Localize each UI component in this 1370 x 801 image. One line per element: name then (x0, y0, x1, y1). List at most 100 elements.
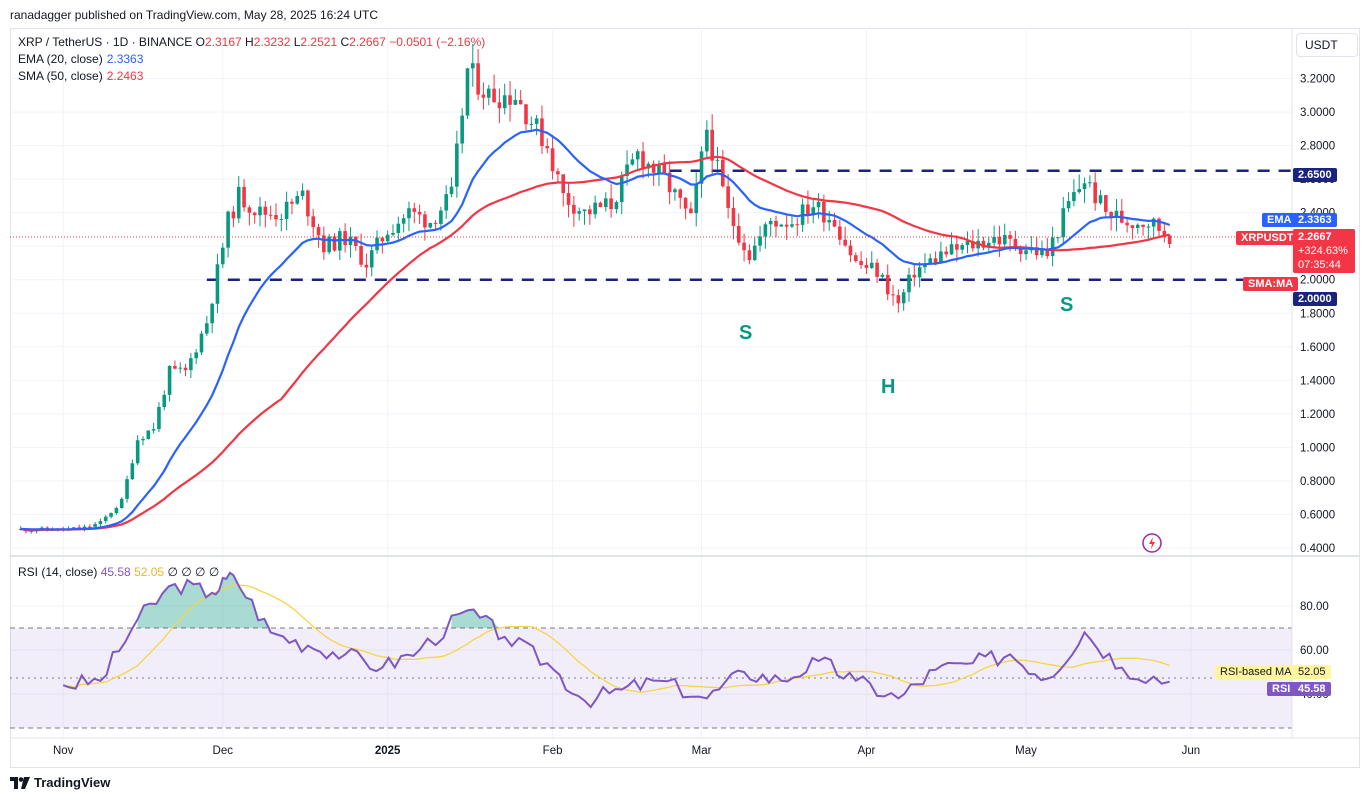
candle-body (141, 439, 145, 441)
candle-body (752, 245, 757, 261)
candle-body (981, 240, 986, 248)
candle-body (545, 146, 550, 149)
candle-body (758, 236, 762, 246)
candle-body (971, 241, 975, 249)
candle-body (1034, 247, 1039, 256)
candle-body (385, 234, 390, 242)
footer-brand[interactable]: TradingView (10, 775, 110, 790)
candle-body (306, 190, 310, 217)
rsi-value-tag: 45.58 (1293, 682, 1331, 696)
candle-body (369, 250, 374, 268)
ema-legend-value: 2.3363 (106, 52, 144, 66)
candle-body (1157, 218, 1161, 231)
rsi-legend[interactable]: RSI (14, close) 45.58 52.05 ∅ ∅ ∅ ∅ (18, 565, 220, 579)
candle-body (439, 210, 443, 224)
time-axis: Nov Dec 2025 Feb Mar Apr May Jun (53, 745, 1200, 757)
candle-body (619, 175, 624, 203)
sma-line (20, 155, 1170, 532)
price-tick: 0.8000 (1300, 476, 1335, 488)
price-axis: 3.20003.00002.80002.60002.40002.20002.00… (1300, 74, 1335, 555)
support-price-tag: 2.0000 (1293, 292, 1337, 306)
price-tick: 2.0000 (1300, 275, 1335, 287)
candle-body (114, 508, 119, 514)
candle-body (928, 258, 933, 264)
candle-body (907, 274, 911, 293)
candle-body (955, 244, 959, 250)
candle-body (1130, 225, 1135, 228)
candle-body (125, 479, 129, 499)
candle-body (231, 211, 236, 219)
candle-body (1077, 189, 1082, 193)
candle-body (742, 242, 746, 251)
candle-body (721, 159, 725, 187)
candle-body (944, 251, 949, 255)
candle-body (316, 227, 321, 236)
candle-body (747, 250, 752, 261)
candle-body (1093, 182, 1097, 204)
tradingview-logo-icon (10, 776, 30, 789)
candle-body (603, 198, 608, 208)
candle-body (705, 129, 709, 152)
candle-body (529, 123, 534, 125)
candle-body (226, 211, 230, 248)
candle-body (401, 218, 406, 224)
candle-body (364, 264, 369, 268)
rsi-tick: 60.00 (1300, 645, 1329, 657)
currency-unit-button[interactable]: USDT (1296, 33, 1358, 57)
candle-body (763, 224, 768, 237)
candle-body (1125, 222, 1129, 226)
candle-body (300, 190, 305, 196)
candle-body (774, 220, 778, 227)
rsi-ma-value-tag: 52.05 (1293, 665, 1331, 679)
candle-body (710, 129, 714, 161)
candle-body (667, 172, 672, 193)
change-value: −0.0501 (−2.16%) (389, 35, 486, 49)
candle-body (470, 63, 475, 69)
candle-body (784, 224, 789, 227)
candle-body (486, 88, 491, 98)
candle-body (1024, 250, 1028, 255)
published-line: ranadagger published on TradingView.com,… (10, 8, 379, 22)
rsi-ma-line (63, 584, 1170, 693)
candle-body (98, 521, 103, 525)
candle-body (423, 214, 427, 228)
candle-body (1066, 201, 1071, 209)
candle-body (242, 186, 246, 208)
ema-legend[interactable]: EMA (20, close) 2.3363 (18, 52, 144, 66)
candle-body (795, 224, 800, 226)
candle-body (689, 208, 693, 214)
candle-body (433, 222, 438, 224)
horizontal-levels (206, 169, 1292, 281)
candle-body (566, 193, 571, 205)
candle-body (449, 186, 454, 195)
chart-frame[interactable] (10, 28, 1360, 768)
candle-body (252, 212, 257, 216)
candle-body (986, 242, 991, 248)
rsi-tick: 80.00 (1300, 601, 1329, 613)
candle-body (407, 208, 411, 219)
candle-body (949, 244, 954, 255)
candle-body (135, 440, 140, 464)
candle-body (332, 236, 337, 251)
sma-name-tag: SMA:MA (1243, 277, 1299, 291)
candle-body (726, 186, 730, 208)
rsi-overbought-fill (137, 572, 499, 628)
candle-body (673, 189, 677, 193)
candle-body (1104, 195, 1108, 212)
candle-body (1135, 224, 1140, 228)
candle-body (736, 225, 741, 243)
symbol-legend[interactable]: XRP / TetherUS · 1D · BINANCE O2.3167 H2… (18, 35, 486, 49)
sma-legend[interactable]: SMA (50, close) 2.2463 (18, 69, 144, 83)
high-value: 2.3232 (253, 35, 291, 49)
candle-body (854, 255, 858, 262)
rsi-legend-value: 45.58 (100, 565, 131, 579)
open-value: 2.3167 (204, 35, 242, 49)
candle-body (1109, 211, 1113, 218)
price-tick: 3.0000 (1300, 107, 1335, 119)
candle-body (492, 88, 496, 103)
ema-line (20, 128, 1171, 531)
candle-body (614, 202, 619, 210)
candle-body (806, 204, 810, 215)
candle-body (598, 202, 603, 208)
